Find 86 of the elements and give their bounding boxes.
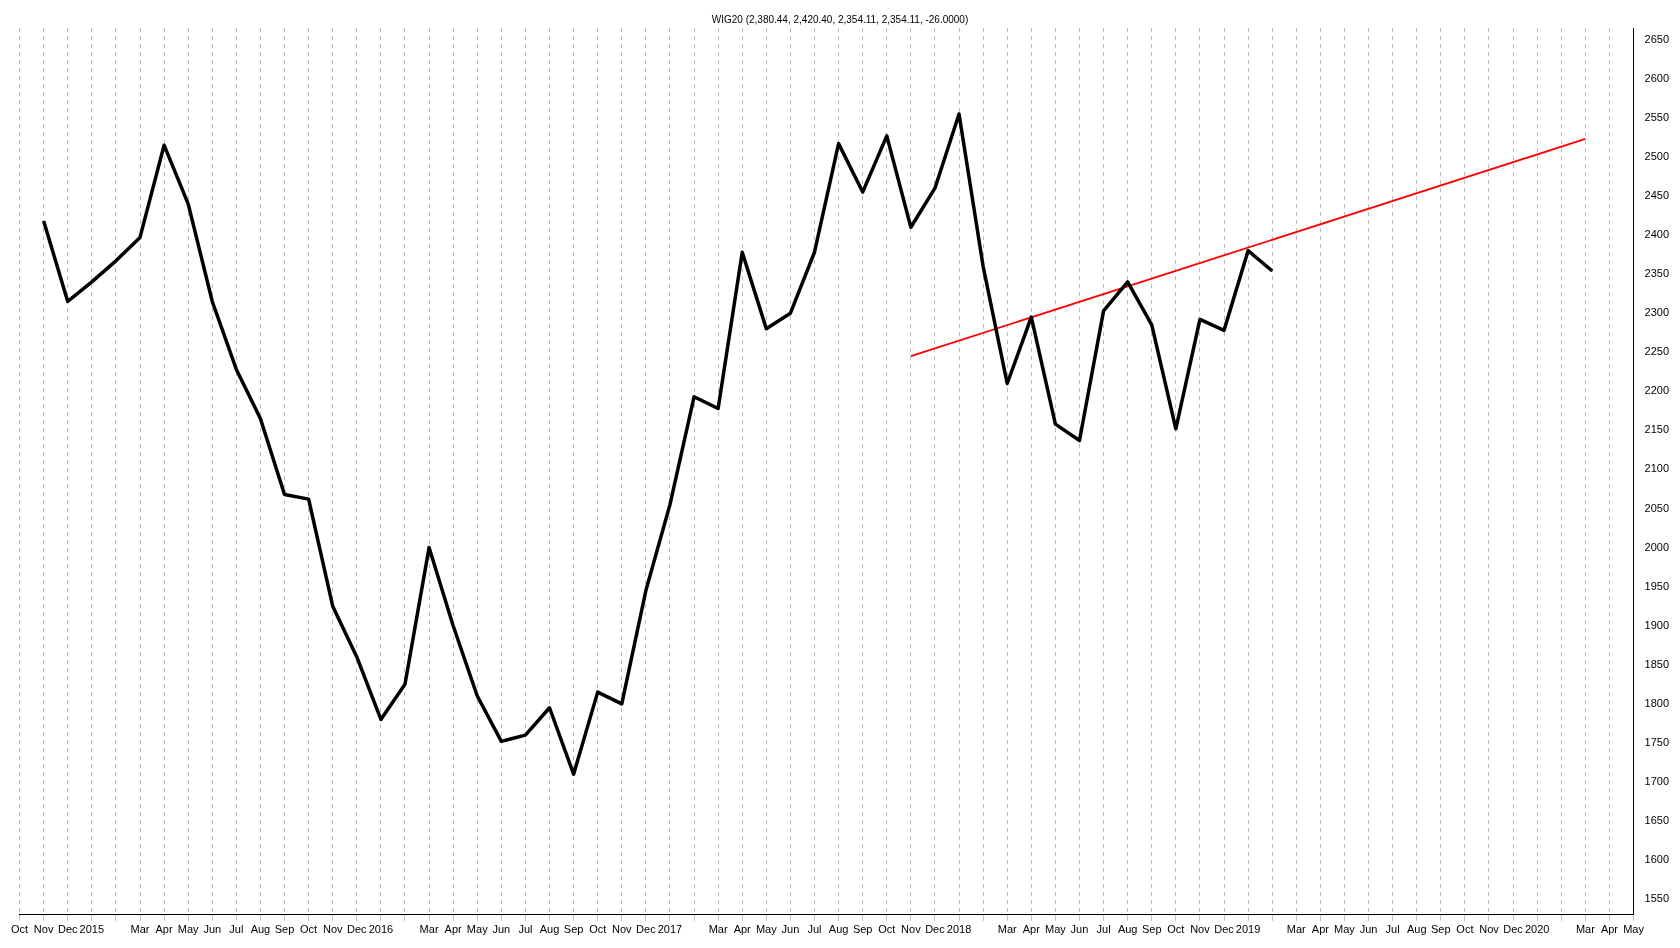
x-tick-label: Dec [1214, 923, 1235, 936]
chart-title: WIG20 (2,380.44, 2,420.40, 2,354.11, 2,354.11, -26.0000) [711, 13, 969, 25]
y-tick-label: 1800 [1644, 696, 1670, 709]
x-tick-label: Dec [636, 923, 657, 936]
x-tick-label: Oct [300, 923, 318, 936]
y-tick-label: 1700 [1644, 775, 1670, 788]
x-tick-label: Apr [155, 923, 173, 936]
x-tick-label: Mar [708, 923, 728, 936]
x-tick-label: Aug [1406, 923, 1427, 936]
x-tick-label: Sep [274, 923, 295, 936]
x-tick-label: 2020 [1524, 923, 1550, 936]
x-tick-label: Jul [229, 923, 244, 936]
x-tick-label: Sep [1141, 923, 1162, 936]
x-tick-label: Apr [1311, 923, 1330, 936]
x-tick-label: Jul [518, 923, 533, 936]
x-tick-label: Nov [1479, 923, 1500, 936]
x-tick-label: Oct [878, 923, 896, 936]
x-tick-label: Mar [1575, 923, 1596, 936]
x-tick-label: Nov [33, 923, 54, 936]
y-tick-label: 2400 [1644, 228, 1670, 241]
x-tick-label: 2017 [657, 923, 683, 936]
y-tick-label: 2350 [1644, 267, 1670, 280]
x-tick-label: Jun [492, 923, 511, 936]
x-tick-label: Jul [1385, 923, 1400, 936]
x-tick-label: Nov [1190, 923, 1211, 936]
y-tick-label: 1950 [1644, 579, 1670, 592]
x-tick-label: Apr [1022, 923, 1041, 936]
x-tick-label: Oct [589, 923, 607, 936]
x-tick-label: May [755, 923, 778, 936]
y-tick-label: 2150 [1644, 423, 1670, 436]
x-tick-label: 2016 [368, 923, 394, 936]
x-tick-label: Aug [1117, 923, 1138, 936]
x-tick-label: Aug [250, 923, 271, 936]
x-tick-label: Dec [347, 923, 368, 936]
y-tick-label: 2550 [1644, 110, 1670, 123]
y-tick-label: 1850 [1644, 657, 1670, 670]
x-tick-label: 2015 [79, 923, 105, 936]
x-tick-label: Jun [1359, 923, 1378, 936]
y-tick-label: 2200 [1644, 384, 1670, 397]
x-tick-label: Mar [130, 923, 150, 936]
y-tick-label: 2300 [1644, 306, 1670, 319]
x-tick-label: Apr [733, 923, 752, 936]
x-tick-label: May [177, 923, 200, 936]
y-tick-label: 1550 [1644, 892, 1670, 905]
y-tick-label: 2500 [1644, 149, 1670, 162]
x-tick-label: Oct [1167, 923, 1185, 936]
x-tick-label: Aug [828, 923, 849, 936]
x-tick-label: Mar [1286, 923, 1307, 936]
x-tick-label: Sep [852, 923, 873, 936]
x-tick-label: Dec [57, 923, 79, 936]
x-tick-label: May [1334, 923, 1356, 936]
x-tick-label: Nov [322, 923, 343, 936]
y-tick-label: 2600 [1644, 71, 1670, 84]
x-tick-label: Sep [563, 923, 584, 936]
x-tick-label: Oct [10, 923, 29, 936]
x-tick-label: Aug [539, 923, 560, 936]
x-tick-label: Apr [1600, 923, 1619, 936]
y-tick-label: 1750 [1644, 735, 1670, 748]
x-tick-label: Mar [419, 923, 439, 936]
x-tick-label: Apr [444, 923, 463, 936]
y-tick-label: 2100 [1644, 462, 1670, 475]
x-tick-label: May [1623, 923, 1645, 936]
x-tick-label: Jul [1096, 923, 1111, 936]
x-tick-label: May [1045, 923, 1067, 936]
x-tick-label: 2019 [1235, 923, 1261, 936]
x-tick-label: Mar [997, 923, 1018, 936]
x-tick-label: 2018 [946, 923, 972, 936]
y-tick-label: 2000 [1644, 540, 1670, 553]
y-tick-label: 2250 [1644, 345, 1670, 358]
y-tick-label: 1600 [1644, 853, 1670, 866]
y-tick-label: 1900 [1644, 618, 1670, 631]
x-tick-label: Dec [1503, 923, 1524, 936]
x-tick-label: Oct [1456, 923, 1474, 936]
x-tick-label: Nov [901, 923, 922, 936]
y-tick-label: 2050 [1644, 501, 1670, 514]
x-tick-label: Jun [781, 923, 800, 936]
x-tick-label: May [466, 923, 489, 936]
x-tick-label: Jun [203, 923, 222, 936]
x-tick-label: Nov [612, 923, 633, 936]
x-tick-label: Jun [1070, 923, 1089, 936]
x-tick-label: Sep [1431, 923, 1451, 936]
y-tick-label: 2650 [1644, 32, 1670, 45]
x-tick-label: Dec [925, 923, 946, 936]
y-tick-label: 2450 [1644, 189, 1670, 202]
y-tick-label: 1650 [1644, 814, 1670, 827]
x-tick-label: Jul [807, 923, 822, 936]
